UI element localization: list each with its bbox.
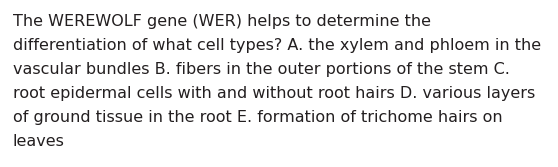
Text: The WEREWOLF gene (WER) helps to determine the: The WEREWOLF gene (WER) helps to determi… (13, 14, 431, 29)
Text: vascular bundles B. fibers in the outer portions of the stem C.: vascular bundles B. fibers in the outer … (13, 62, 510, 77)
Text: differentiation of what cell types? A. the xylem and phloem in the: differentiation of what cell types? A. t… (13, 38, 541, 53)
Text: leaves: leaves (13, 134, 65, 149)
Text: root epidermal cells with and without root hairs D. various layers: root epidermal cells with and without ro… (13, 86, 535, 101)
Text: of ground tissue in the root E. formation of trichome hairs on: of ground tissue in the root E. formatio… (13, 110, 503, 125)
